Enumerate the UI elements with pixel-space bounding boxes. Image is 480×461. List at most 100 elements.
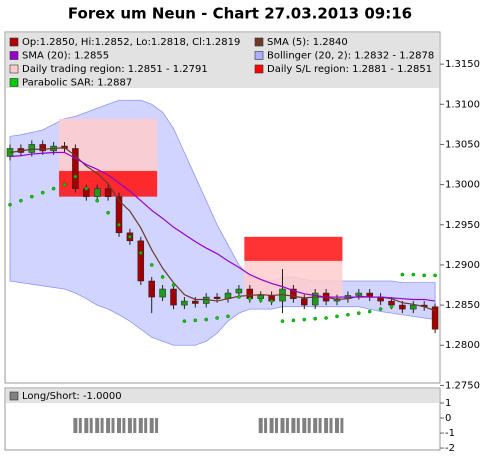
long-short-bar [291, 418, 296, 434]
sar-dot [367, 309, 372, 314]
long-short-bar-half [122, 418, 126, 434]
legend-label: Op:1.2850, Hi:1.2852, Lo:1.2818, Cl:1.28… [22, 37, 240, 48]
sar-dot [280, 319, 285, 323]
candle-body [148, 280, 155, 298]
candle-body [93, 188, 101, 197]
sar-dot [106, 210, 110, 215]
legend-swatch [9, 64, 19, 74]
long-short-bar [138, 418, 143, 434]
candle-body [290, 288, 297, 299]
legend-label: SMA (5): 1.2840 [267, 37, 348, 48]
y-tick-label: 1.2800 [445, 340, 480, 351]
long-short-bar-half [296, 418, 300, 434]
sl-region [244, 236, 343, 261]
long-short-bar-half [133, 418, 137, 434]
sar-dot [128, 235, 132, 239]
sar-dot [204, 317, 208, 322]
long-short-bar-half [264, 418, 268, 434]
long-short-bar-half [285, 418, 289, 434]
sar-dot [8, 202, 12, 207]
long-short-bar-half [144, 418, 148, 434]
sar-dot [138, 251, 143, 255]
candle-body [399, 304, 406, 310]
candle-body [213, 296, 221, 299]
sar-dot [389, 304, 394, 309]
sar-dot [433, 273, 437, 278]
candle-body [72, 148, 79, 189]
lower-plot: Long/Short: -1.0000 [9, 391, 344, 434]
legend-label: Daily trading region: 1.2851 - 1.2791 [22, 64, 208, 75]
sar-dot [19, 198, 23, 203]
sar-dot [378, 307, 383, 311]
long-short-bar [84, 418, 89, 434]
legend-label: SMA (20): 1.2855 [22, 51, 109, 62]
lower-y-tick-label: 0 [445, 413, 451, 424]
long-short-bar [106, 418, 111, 434]
sar-dot [247, 296, 252, 301]
long-short-bar-half [111, 418, 115, 434]
sar-dot [40, 190, 45, 195]
sar-dot [302, 317, 307, 322]
y-tick-label: 1.2850 [445, 300, 480, 311]
legend-label: Parabolic SAR: 1.2887 [22, 78, 132, 89]
candle-body [159, 288, 166, 298]
sar-dot [51, 186, 56, 191]
sma20-line [9, 151, 436, 302]
sar-dot [95, 198, 99, 203]
long-short-bar-half [340, 418, 344, 434]
long-short-bar [127, 418, 132, 434]
long-short-bar-half [329, 418, 333, 434]
chart-title: Forex um Neun - Chart 27.03.2013 09:16 [68, 5, 412, 23]
lower-y-tick-label: -1 [445, 428, 455, 439]
sar-dot [346, 312, 350, 317]
long-short-bar-half [100, 418, 104, 434]
sar-dot [29, 194, 34, 199]
candle-body [104, 188, 112, 197]
sar-dot [237, 295, 241, 299]
long-short-bar [258, 418, 263, 434]
candle-body [181, 300, 188, 306]
lower-y-tick-label: 1 [445, 398, 451, 409]
candle-body [257, 295, 264, 299]
sar-dot [258, 298, 263, 303]
long-short-bar [269, 418, 274, 434]
lower-legend-label: Long/Short: -1.0000 [22, 391, 122, 402]
candle-body [39, 144, 46, 152]
lower-legend-box [6, 389, 439, 403]
long-short-bar [149, 418, 154, 434]
candle-body [115, 196, 123, 234]
long-short-bar-half [155, 418, 159, 434]
sar-dot [335, 314, 339, 319]
y-tick-label: 1.2950 [445, 220, 480, 231]
sar-dot [313, 316, 318, 321]
sar-dot [84, 186, 89, 191]
legend-swatch [254, 64, 264, 74]
candle-body [388, 300, 395, 306]
long-short-bar [95, 418, 100, 434]
candle-body [192, 300, 199, 304]
sar-dot [269, 299, 274, 303]
y-tick-label: 1.2750 [445, 380, 480, 391]
legend-swatch [9, 37, 19, 47]
legend-swatch [254, 37, 264, 47]
candle-body [170, 288, 177, 306]
candle-body [355, 292, 363, 296]
legend-swatch [9, 78, 19, 87]
sar-dot [117, 222, 121, 227]
long-short-bar-half [318, 418, 322, 434]
long-short-bar [335, 418, 339, 434]
lower-y-tick-label: -2 [445, 443, 455, 454]
candle-body [301, 298, 308, 306]
sar-dot [411, 272, 416, 277]
long-short-bar [324, 418, 329, 434]
sar-dot [182, 319, 187, 323]
long-short-bar-half [275, 418, 278, 434]
sar-dot [73, 174, 78, 179]
sar-dot [171, 283, 176, 287]
candle-body [410, 304, 417, 310]
plot-area [6, 99, 439, 346]
candle-body [235, 288, 243, 294]
y-tick-label: 1.3050 [445, 139, 480, 150]
sar-dot [160, 275, 165, 279]
long-short-bar [313, 418, 318, 434]
